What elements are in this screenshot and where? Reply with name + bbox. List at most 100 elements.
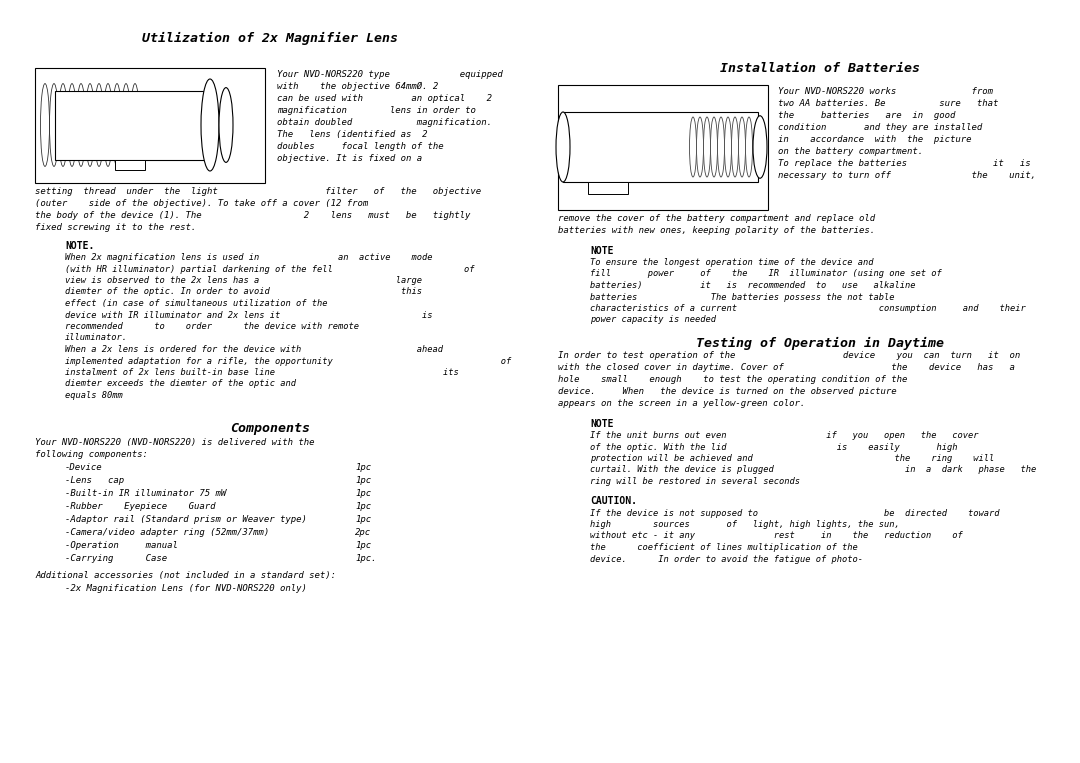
Text: following components:: following components: <box>35 450 148 459</box>
Text: batteries with new ones, keeping polarity of the batteries.: batteries with new ones, keeping polarit… <box>558 226 875 235</box>
Text: 1pc: 1pc <box>355 515 372 524</box>
Text: protection will be achieved and                           the    ring    will: protection will be achieved and the ring… <box>590 454 995 463</box>
Text: Installation of Batteries: Installation of Batteries <box>720 62 920 75</box>
Text: (outer    side of the objective). To take off a cover (12 from: (outer side of the objective). To take o… <box>35 199 368 208</box>
Text: -Rubber    Eyepiece    Guard: -Rubber Eyepiece Guard <box>65 502 216 511</box>
Text: fixed screwing it to the rest.: fixed screwing it to the rest. <box>35 223 197 232</box>
Ellipse shape <box>689 117 697 177</box>
Ellipse shape <box>717 117 725 177</box>
Text: If the device is not supposed to                        be  directed    toward: If the device is not supposed to be dire… <box>590 508 999 517</box>
Bar <box>35 68 265 183</box>
Text: When 2x magnification lens is used in               an  active    mode: When 2x magnification lens is used in an… <box>65 253 432 262</box>
Text: high        sources       of   light, high lights, the sun,: high sources of light, high lights, the … <box>590 520 900 529</box>
Text: necessary to turn off               the    unit,: necessary to turn off the unit, <box>778 171 1036 180</box>
Text: device.      In order to avoid the fatigue of photo-: device. In order to avoid the fatigue of… <box>590 555 863 564</box>
Ellipse shape <box>703 117 711 177</box>
Text: NOTE: NOTE <box>590 246 613 256</box>
Text: -2x Magnification Lens (for NVD-NORS220 only): -2x Magnification Lens (for NVD-NORS220 … <box>65 584 307 593</box>
Text: ring will be restored in several seconds: ring will be restored in several seconds <box>590 477 800 486</box>
Text: setting  thread  under  the  light                    filter   of   the   object: setting thread under the light filter of… <box>35 187 481 196</box>
Text: the      coefficient of lines multiplication of the: the coefficient of lines multiplication … <box>590 543 858 552</box>
Text: -Adaptor rail (Standard prism or Weaver type): -Adaptor rail (Standard prism or Weaver … <box>65 515 307 524</box>
Text: To ensure the longest operation time of the device and: To ensure the longest operation time of … <box>590 258 874 267</box>
Text: Testing of Operation in Daytime: Testing of Operation in Daytime <box>696 337 944 350</box>
Text: of the optic. With the lid                     is    easily       high: of the optic. With the lid is easily hig… <box>590 443 958 452</box>
Text: NOTE.: NOTE. <box>65 241 94 251</box>
Text: batteries              The batteries possess the not table: batteries The batteries possess the not … <box>590 292 894 301</box>
Ellipse shape <box>753 116 767 179</box>
Text: remove the cover of the battery compartment and replace old: remove the cover of the battery compartm… <box>558 214 875 223</box>
Text: magnification        lens in order to: magnification lens in order to <box>276 106 476 115</box>
Text: Components: Components <box>230 422 310 435</box>
Text: fill       power     of    the    IR  illuminator (using one set of: fill power of the IR illuminator (using … <box>590 269 942 278</box>
Text: can be used with         an optical    2: can be used with an optical 2 <box>276 94 492 103</box>
Text: appears on the screen in a yellow-green color.: appears on the screen in a yellow-green … <box>558 399 806 408</box>
Text: hole    small    enough    to test the operating condition of the: hole small enough to test the operating … <box>558 375 907 384</box>
Text: characteristics of a current                           consumption     and    th: characteristics of a current consumption… <box>590 304 1026 313</box>
Text: 1pc: 1pc <box>355 489 372 498</box>
Text: equals 80mm: equals 80mm <box>65 391 123 400</box>
Text: Utilization of 2x Magnifier Lens: Utilization of 2x Magnifier Lens <box>141 32 399 45</box>
Text: on the battery compartment.: on the battery compartment. <box>778 147 923 156</box>
Text: device.     When   the device is turned on the observed picture: device. When the device is turned on the… <box>558 387 896 396</box>
Bar <box>114 159 145 169</box>
Text: obtain doubled            magnification.: obtain doubled magnification. <box>276 118 492 127</box>
Ellipse shape <box>219 88 233 163</box>
Text: CAUTION.: CAUTION. <box>590 497 637 507</box>
Text: doubles     focal length of the: doubles focal length of the <box>276 142 444 151</box>
Text: the body of the device (1). The                   2    lens   must   be   tightl: the body of the device (1). The 2 lens m… <box>35 211 471 220</box>
Ellipse shape <box>697 117 703 177</box>
Text: Your NVD-NORS220 (NVD-NORS220) is delivered with the: Your NVD-NORS220 (NVD-NORS220) is delive… <box>35 438 314 447</box>
Text: 1pc: 1pc <box>355 463 372 472</box>
Text: Your NVD-NORS220 type             equipped: Your NVD-NORS220 type equipped <box>276 70 503 79</box>
Ellipse shape <box>711 117 717 177</box>
Text: two AA batteries. Be          sure   that: two AA batteries. Be sure that <box>778 99 998 108</box>
Text: objective. It is fixed on a: objective. It is fixed on a <box>276 154 422 163</box>
Text: instalment of 2x lens built-in base line                                its: instalment of 2x lens built-in base line… <box>65 368 459 377</box>
Text: If the unit burns out even                   if   you   open   the   cover: If the unit burns out even if you open t… <box>590 431 978 440</box>
Bar <box>588 182 627 194</box>
Text: without etc - it any               rest     in    the   reduction    of: without etc - it any rest in the reducti… <box>590 532 962 540</box>
Text: implemented adaptation for a rifle, the opportunity                             : implemented adaptation for a rifle, the … <box>65 356 511 365</box>
Text: Additional accessories (not included in a standard set):: Additional accessories (not included in … <box>35 571 336 580</box>
Text: When a 2x lens is ordered for the device with                      ahead: When a 2x lens is ordered for the device… <box>65 345 443 354</box>
Text: view is observed to the 2x lens has a                          large: view is observed to the 2x lens has a la… <box>65 276 422 285</box>
Text: recommended      to    order      the device with remote: recommended to order the device with rem… <box>65 322 359 331</box>
Text: power capacity is needed: power capacity is needed <box>590 315 716 324</box>
Text: -Carrying      Case: -Carrying Case <box>65 554 167 563</box>
Text: -Built-in IR illuminator 75 mW: -Built-in IR illuminator 75 mW <box>65 489 226 498</box>
Bar <box>563 112 758 182</box>
Text: To replace the batteries                it   is: To replace the batteries it is <box>778 159 1030 168</box>
Text: -Operation     manual: -Operation manual <box>65 541 178 550</box>
Text: diemter exceeds the diemter of the optic and: diemter exceeds the diemter of the optic… <box>65 379 296 388</box>
Text: In order to test operation of the                    device    you  can  turn   : In order to test operation of the device… <box>558 351 1021 360</box>
Text: 1pc: 1pc <box>355 502 372 511</box>
Ellipse shape <box>745 117 753 177</box>
Text: -Camera/video adapter ring (52mm/37mm): -Camera/video adapter ring (52mm/37mm) <box>65 528 269 537</box>
Text: the     batteries   are  in  good: the batteries are in good <box>778 111 956 120</box>
Bar <box>55 91 210 159</box>
Text: 1pc.: 1pc. <box>355 554 377 563</box>
Text: 1pc: 1pc <box>355 541 372 550</box>
Text: effect (in case of simultaneous utilization of the: effect (in case of simultaneous utilizat… <box>65 299 327 308</box>
Text: curtail. With the device is plugged                         in  a  dark   phase : curtail. With the device is plugged in a… <box>590 465 1036 475</box>
Text: batteries)           it   is  recommended  to   use   alkaline: batteries) it is recommended to use alka… <box>590 281 916 290</box>
Text: condition       and they are installed: condition and they are installed <box>778 123 982 132</box>
Text: diemter of the optic. In order to avoid                         this: diemter of the optic. In order to avoid … <box>65 288 422 297</box>
Text: The   lens (identified as  2: The lens (identified as 2 <box>276 130 428 139</box>
Text: in    accordance  with  the  picture: in accordance with the picture <box>778 135 972 144</box>
Text: 1pc: 1pc <box>355 476 372 485</box>
Ellipse shape <box>731 117 739 177</box>
Text: (with HR illuminator) partial darkening of the fell                         of: (with HR illuminator) partial darkening … <box>65 265 474 273</box>
Text: with the closed cover in daytime. Cover of                    the    device   ha: with the closed cover in daytime. Cover … <box>558 363 1015 372</box>
Bar <box>558 85 768 210</box>
Ellipse shape <box>201 79 219 171</box>
Text: 2pc: 2pc <box>355 528 372 537</box>
Text: Your NVD-NORS220 works              from: Your NVD-NORS220 works from <box>778 87 993 96</box>
Text: with    the objective 64mmØ. 2: with the objective 64mmØ. 2 <box>276 82 438 91</box>
Text: -Device: -Device <box>65 463 103 472</box>
Text: NOTE: NOTE <box>590 419 613 429</box>
Text: illuminator.: illuminator. <box>65 333 129 343</box>
Ellipse shape <box>556 112 570 182</box>
Text: device with IR illuminator and 2x lens it                           is: device with IR illuminator and 2x lens i… <box>65 311 432 320</box>
